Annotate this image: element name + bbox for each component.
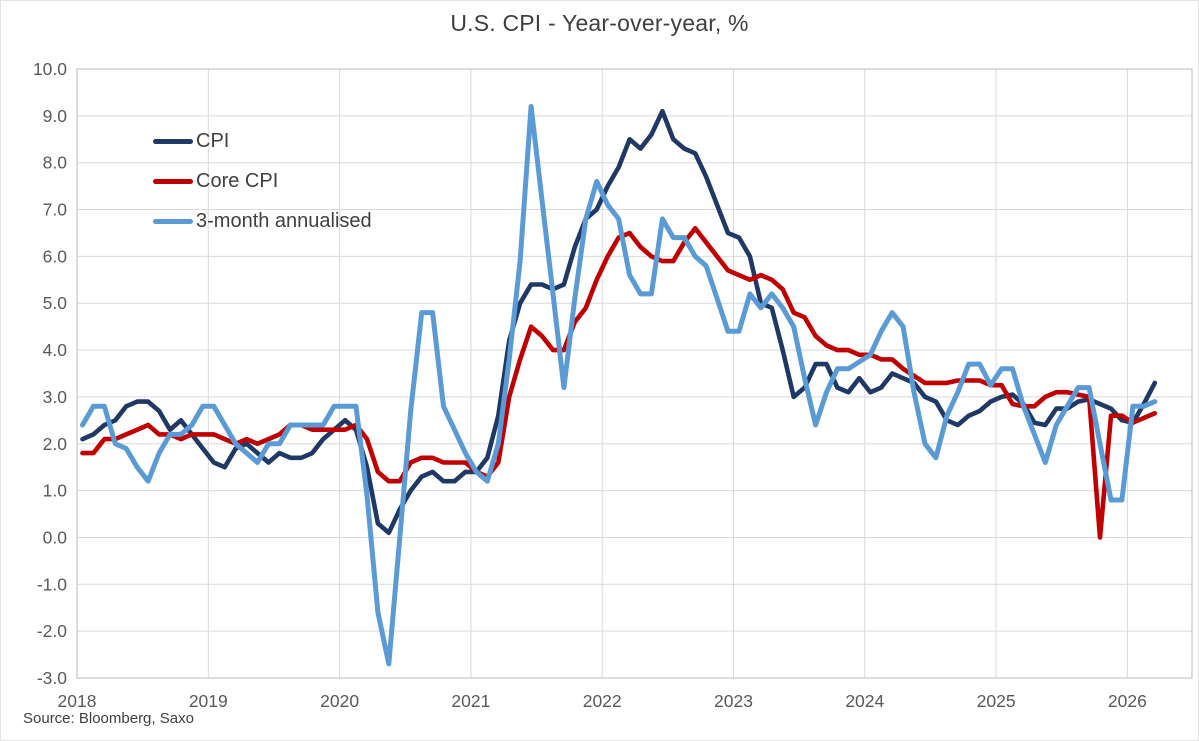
y-axis-tick-label: -2.0 (37, 621, 67, 641)
y-axis-tick-label: -1.0 (37, 574, 67, 594)
legend-label-core-cpi: Core CPI (196, 170, 279, 192)
y-axis-tick-label: 7.0 (43, 200, 68, 220)
legend-item-3m-annualised: 3-month annualised (153, 210, 372, 233)
x-axis-tick-label: 2025 (977, 691, 1016, 711)
y-axis-tick-label: -3.0 (37, 668, 67, 688)
y-axis-tick-label: 2.0 (43, 434, 68, 454)
y-axis-tick-label: 4.0 (43, 340, 68, 360)
chart-legend: CPI Core CPI 3-month annualised (153, 130, 372, 233)
series-line-core-cpi (80, 226, 1158, 540)
y-axis-tick-label: 0.0 (43, 527, 68, 547)
x-axis-tick-label: 2024 (845, 691, 884, 711)
x-axis-tick-label: 2026 (1108, 691, 1147, 711)
legend-label-3m-annualised: 3-month annualised (196, 210, 372, 232)
y-axis-tick-label: 3.0 (43, 387, 68, 407)
series-line-3-month-annualised (80, 104, 1158, 667)
y-axis-tick-label: 8.0 (43, 153, 68, 173)
y-axis-tick-label: 1.0 (43, 481, 68, 501)
legend-item-cpi: CPI (153, 130, 372, 153)
three-month-annualised-line-swatch (153, 219, 193, 224)
plot-border (76, 68, 1193, 679)
y-axis-tick-label: 6.0 (43, 246, 68, 266)
legend-item-core-cpi: Core CPI (153, 170, 372, 193)
x-axis-tick-label: 2023 (714, 691, 753, 711)
y-axis-tick-label: 5.0 (43, 293, 68, 313)
x-axis-tick-label: 2020 (320, 691, 359, 711)
source-note: Source: Bloomberg, Saxo (23, 710, 194, 727)
x-axis-tick-label: 2018 (58, 691, 97, 711)
x-axis-tick-label: 2021 (451, 691, 490, 711)
core-cpi-line-swatch (153, 179, 193, 184)
legend-label-cpi: CPI (196, 130, 230, 152)
chart-title: U.S. CPI - Year-over-year, % (450, 10, 749, 36)
cpi-line-swatch (153, 139, 193, 144)
x-axis-tick-label: 2019 (189, 691, 228, 711)
y-axis-tick-label: 10.0 (33, 59, 67, 79)
x-axis-tick-label: 2022 (583, 691, 622, 711)
y-axis-tick-label: 9.0 (43, 106, 68, 126)
